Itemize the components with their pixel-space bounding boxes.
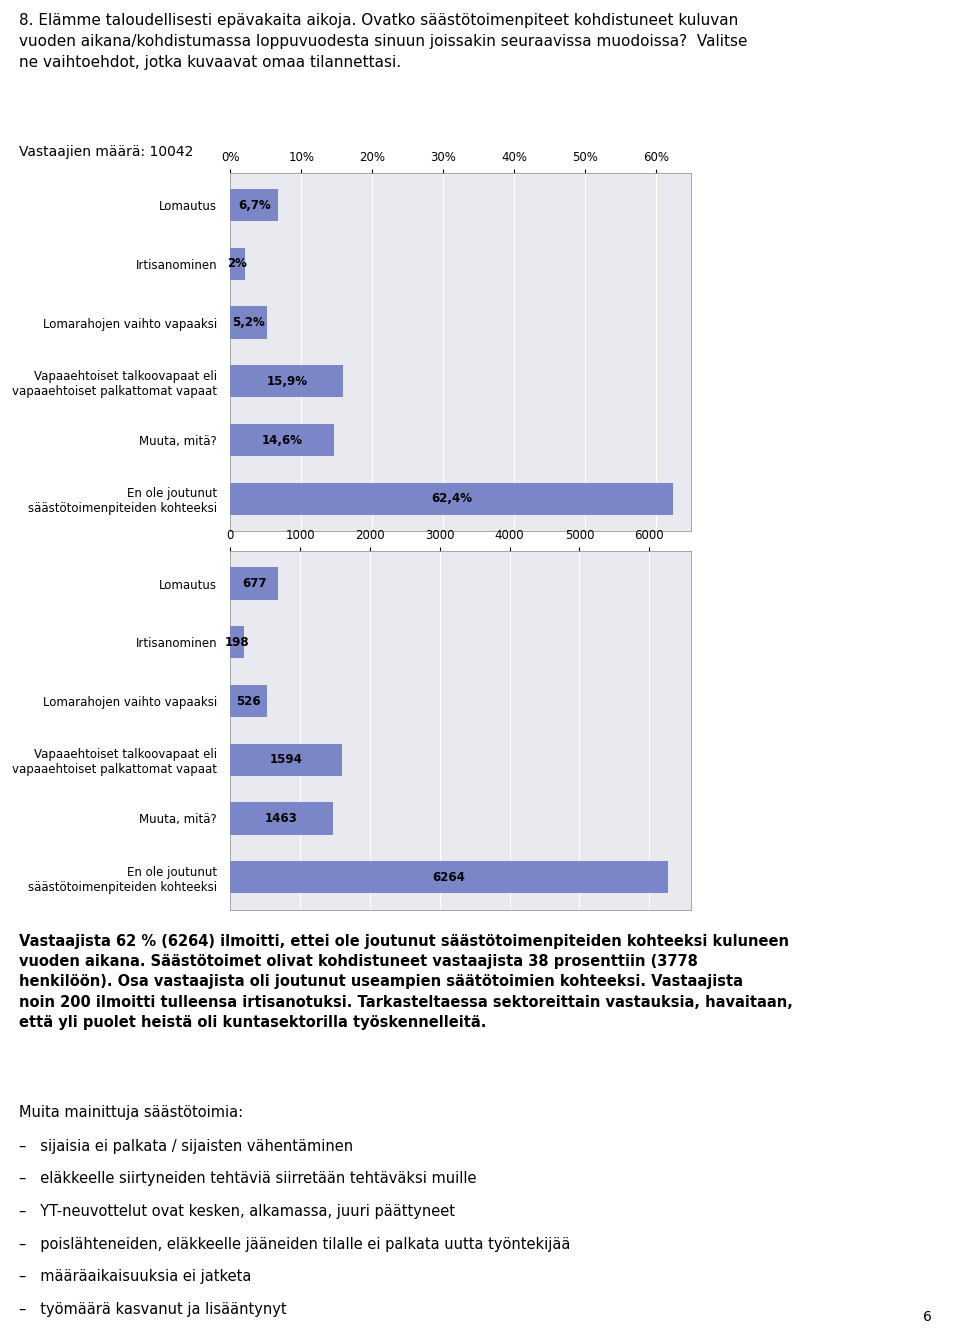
Text: Vastaajien määrä: 10042: Vastaajien määrä: 10042 [19,145,194,159]
Text: Muita mainittuja säästötoimia:: Muita mainittuja säästötoimia: [19,1105,243,1120]
Text: Vastaajista 62 % (6264) ilmoitti, ettei ole joutunut säästötoimenpiteiden kohtee: Vastaajista 62 % (6264) ilmoitti, ettei … [19,934,793,1031]
Text: 15,9%: 15,9% [266,374,307,388]
Bar [230,482,673,515]
Text: –   määräaikaisuuksia ei jatketa: – määräaikaisuuksia ei jatketa [19,1270,252,1284]
Text: 62,4%: 62,4% [431,493,472,505]
Bar [230,625,244,659]
Text: 2%: 2% [228,258,248,271]
Bar [230,307,267,339]
Bar [230,424,334,457]
Text: 14,6%: 14,6% [262,433,302,446]
Text: 6,7%: 6,7% [238,199,271,211]
Text: 6: 6 [923,1309,931,1324]
Bar [230,802,332,835]
Text: 1594: 1594 [270,753,302,766]
Text: –   työmäärä kasvanut ja lisääntynyt: – työmäärä kasvanut ja lisääntynyt [19,1301,287,1317]
Bar [230,685,267,717]
Text: 1463: 1463 [265,811,298,825]
Bar [230,247,245,280]
Text: –   sijaisia ei palkata / sijaisten vähentäminen: – sijaisia ei palkata / sijaisten vähent… [19,1139,353,1154]
Text: 198: 198 [225,636,250,649]
Text: 5,2%: 5,2% [232,316,265,329]
Bar [230,365,343,397]
Bar [230,567,277,600]
Bar [230,861,668,894]
Text: 526: 526 [236,695,261,708]
Bar [230,189,277,222]
Text: 6264: 6264 [433,871,466,883]
Text: 8. Elämme taloudellisesti epävakaita aikoja. Ovatko säästötoimenpiteet kohdistun: 8. Elämme taloudellisesti epävakaita aik… [19,13,748,70]
Text: –   eläkkeelle siirtyneiden tehtäviä siirretään tehtäväksi muille: – eläkkeelle siirtyneiden tehtäviä siirr… [19,1171,477,1186]
Text: –   poislähteneiden, eläkkeelle jääneiden tilalle ei palkata uutta työntekijää: – poislähteneiden, eläkkeelle jääneiden … [19,1236,570,1252]
Bar [230,744,342,776]
Text: –   YT-neuvottelut ovat kesken, alkamassa, juuri päättyneet: – YT-neuvottelut ovat kesken, alkamassa,… [19,1204,455,1219]
Text: 677: 677 [242,578,266,590]
